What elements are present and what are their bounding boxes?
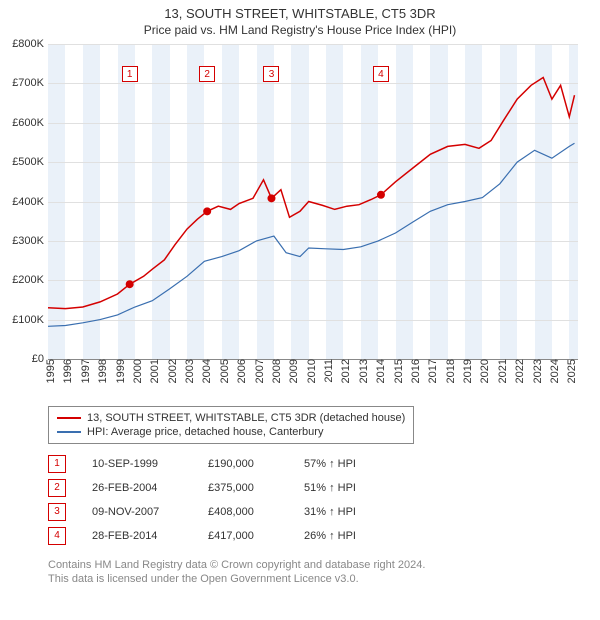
x-axis-label: 2017 xyxy=(421,359,439,383)
x-axis-label: 2019 xyxy=(456,359,474,383)
series-line xyxy=(48,78,575,309)
sale-pct: 57% ↑ HPI xyxy=(304,458,356,470)
footnote: Contains HM Land Registry data © Crown c… xyxy=(48,558,425,587)
x-axis-label: 2013 xyxy=(352,359,370,383)
x-axis-label: 2011 xyxy=(317,359,335,383)
footnote-line: Contains HM Land Registry data © Crown c… xyxy=(48,558,425,572)
sale-date: 28-FEB-2014 xyxy=(92,530,182,542)
x-axis-label: 2009 xyxy=(282,359,300,383)
sale-price: £190,000 xyxy=(208,458,278,470)
sale-number-box: 2 xyxy=(48,479,66,497)
legend-label: HPI: Average price, detached house, Cant… xyxy=(87,426,323,438)
y-axis-label: £400K xyxy=(12,196,48,208)
x-axis-label: 2021 xyxy=(491,359,509,383)
x-axis-label: 2012 xyxy=(334,359,352,383)
x-axis-label: 2001 xyxy=(143,359,161,383)
footnote-line: This data is licensed under the Open Gov… xyxy=(48,572,425,586)
y-axis-label: £300K xyxy=(12,235,48,247)
legend-label: 13, SOUTH STREET, WHITSTABLE, CT5 3DR (d… xyxy=(87,412,405,424)
x-axis-label: 2022 xyxy=(508,359,526,383)
x-axis-label: 2023 xyxy=(526,359,544,383)
x-axis-label: 2020 xyxy=(473,359,491,383)
sale-number-box: 1 xyxy=(48,455,66,473)
table-row: 1 10-SEP-1999 £190,000 57% ↑ HPI xyxy=(48,452,356,476)
sale-marker xyxy=(203,207,211,215)
y-axis-label: £800K xyxy=(12,38,48,50)
legend: 13, SOUTH STREET, WHITSTABLE, CT5 3DR (d… xyxy=(48,406,414,444)
x-axis-label: 2003 xyxy=(178,359,196,383)
sales-table: 1 10-SEP-1999 £190,000 57% ↑ HPI 2 26-FEB-200… xyxy=(48,452,356,548)
legend-swatch xyxy=(57,417,81,419)
x-axis-label: 1998 xyxy=(91,359,109,383)
x-axis-label: 2016 xyxy=(404,359,422,383)
series-line xyxy=(48,143,575,326)
sale-pct: 51% ↑ HPI xyxy=(304,482,356,494)
table-row: 2 26-FEB-2004 £375,000 51% ↑ HPI xyxy=(48,476,356,500)
sale-price: £408,000 xyxy=(208,506,278,518)
x-axis-label: 2024 xyxy=(543,359,561,383)
y-axis-label: £500K xyxy=(12,156,48,168)
x-axis-label: 2008 xyxy=(265,359,283,383)
x-axis-label: 2000 xyxy=(126,359,144,383)
x-axis-label: 2010 xyxy=(300,359,318,383)
page-subtitle: Price paid vs. HM Land Registry's House … xyxy=(0,23,600,37)
x-axis-label: 2007 xyxy=(248,359,266,383)
legend-swatch xyxy=(57,431,81,433)
x-axis-label: 1997 xyxy=(74,359,92,383)
y-axis-label: £600K xyxy=(12,117,48,129)
sale-pct: 26% ↑ HPI xyxy=(304,530,356,542)
sale-marker xyxy=(267,194,275,202)
x-axis-label: 2002 xyxy=(161,359,179,383)
x-axis-label: 2014 xyxy=(369,359,387,383)
legend-row: 13, SOUTH STREET, WHITSTABLE, CT5 3DR (d… xyxy=(57,411,405,425)
x-axis-label: 2025 xyxy=(560,359,578,383)
x-axis-label: 2006 xyxy=(230,359,248,383)
table-row: 4 28-FEB-2014 £417,000 26% ↑ HPI xyxy=(48,524,356,548)
y-axis-label: £700K xyxy=(12,77,48,89)
y-axis-label: £200K xyxy=(12,274,48,286)
sale-price: £417,000 xyxy=(208,530,278,542)
x-axis-label: 1995 xyxy=(39,359,57,383)
sale-pct: 31% ↑ HPI xyxy=(304,506,356,518)
page-title: 13, SOUTH STREET, WHITSTABLE, CT5 3DR xyxy=(0,6,600,21)
sale-date: 09-NOV-2007 xyxy=(92,506,182,518)
sale-number-box: 3 xyxy=(48,503,66,521)
sale-number-box: 4 xyxy=(48,527,66,545)
x-axis-label: 1999 xyxy=(109,359,127,383)
sale-price: £375,000 xyxy=(208,482,278,494)
x-axis-label: 2015 xyxy=(387,359,405,383)
y-axis-label: £100K xyxy=(12,314,48,326)
sale-date: 26-FEB-2004 xyxy=(92,482,182,494)
x-axis-label: 1996 xyxy=(56,359,74,383)
sale-date: 10-SEP-1999 xyxy=(92,458,182,470)
x-axis-label: 2005 xyxy=(213,359,231,383)
x-axis-label: 2004 xyxy=(195,359,213,383)
chart-plot: £0£100K£200K£300K£400K£500K£600K£700K£80… xyxy=(48,44,578,360)
legend-row: HPI: Average price, detached house, Cant… xyxy=(57,425,405,439)
sale-marker xyxy=(377,191,385,199)
sale-marker xyxy=(126,280,134,288)
table-row: 3 09-NOV-2007 £408,000 31% ↑ HPI xyxy=(48,500,356,524)
x-axis-label: 2018 xyxy=(439,359,457,383)
